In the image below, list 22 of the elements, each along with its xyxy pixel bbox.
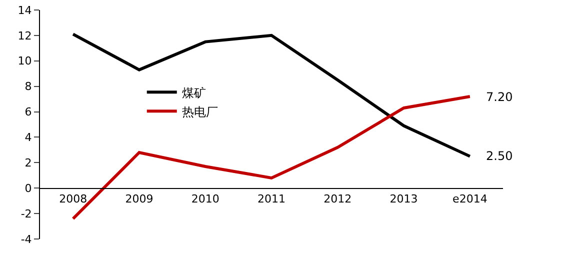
legend-label: 热电厂	[182, 104, 218, 119]
x-tick-label: 2012	[324, 192, 352, 206]
x-tick-label: 2009	[125, 192, 154, 206]
y-tick-label: 14	[18, 4, 32, 17]
legend-label: 煤矿	[182, 86, 206, 100]
annotation: 2.50	[486, 149, 513, 163]
x-tick-label: 2010	[191, 192, 220, 206]
y-tick-label: 4	[24, 131, 32, 144]
x-tick-label: 2008	[59, 192, 88, 206]
y-tick-label: 0	[24, 182, 32, 195]
line-series	[72, 32, 472, 158]
x-tick-label: 2011	[258, 192, 286, 206]
annotation: 7.20	[486, 90, 513, 104]
y-tick-label: 8	[24, 80, 32, 94]
x-tick-label: 2013	[390, 192, 418, 206]
y-tick-label: 2	[24, 156, 32, 170]
x-tick-label: e2014	[452, 192, 488, 206]
y-tick-label: -2	[20, 207, 32, 220]
y-tick-label: 10	[18, 54, 32, 68]
y-tick-label: -4	[20, 232, 32, 246]
y-tick-label: 12	[18, 29, 32, 42]
y-tick-label: 6	[24, 106, 32, 119]
